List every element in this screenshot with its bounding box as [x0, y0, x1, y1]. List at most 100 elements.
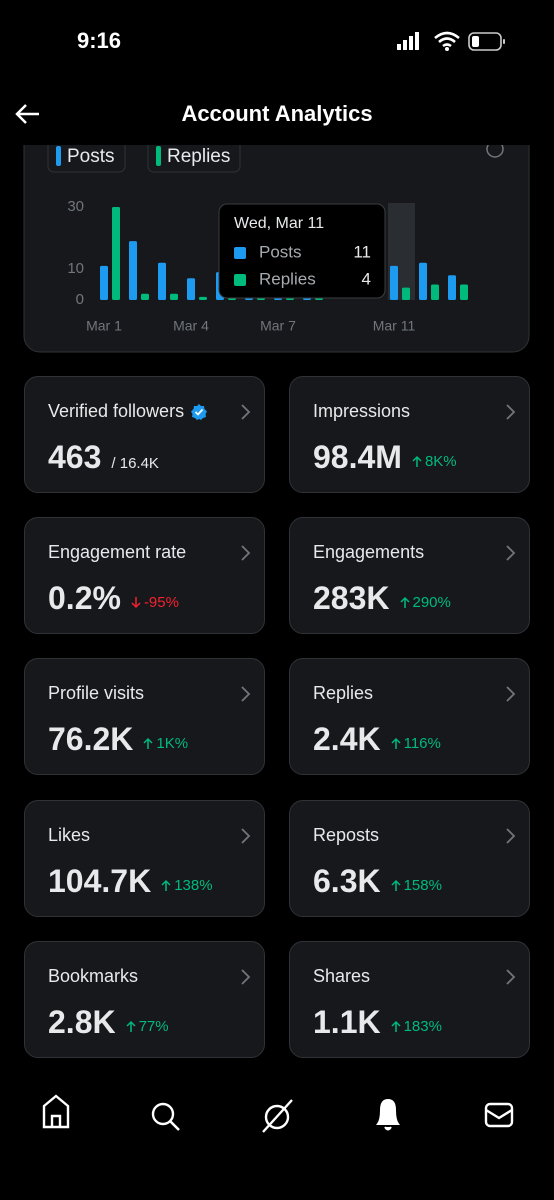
- card-row: 463 / 16.4K: [48, 439, 159, 476]
- messages-icon[interactable]: [484, 1102, 514, 1128]
- chevron: [241, 686, 251, 702]
- change-arrow: [391, 737, 401, 749]
- y-tick-label: 0: [76, 291, 84, 308]
- bar: [390, 265, 398, 300]
- card-label: Verified followers: [48, 401, 208, 422]
- change-arrow: [391, 879, 401, 891]
- metric-card[interactable]: Reposts 6.3K 158%: [289, 800, 530, 917]
- bar: [129, 241, 137, 300]
- bar: [141, 293, 149, 300]
- card-row: 283K 290%: [313, 580, 451, 617]
- card-change: 8K%: [412, 453, 457, 470]
- metric-card[interactable]: Bookmarks 2.8K 77%: [24, 941, 265, 1058]
- change-arrow: [131, 597, 141, 609]
- card-change: 183%: [391, 1018, 442, 1035]
- x-tick-label: Mar 1: [86, 318, 122, 334]
- card-change-text: 158%: [403, 877, 442, 894]
- card-row: 98.4M 8K%: [313, 439, 457, 476]
- card-change-text: -95%: [143, 594, 179, 611]
- chevron: [241, 545, 251, 561]
- card-change: 158%: [391, 877, 442, 894]
- status-icons: [397, 31, 505, 51]
- metric-card[interactable]: Engagement rate 0.2% -95%: [24, 517, 265, 634]
- card-label: Likes: [48, 825, 90, 846]
- card-label: Shares: [313, 966, 370, 987]
- search-icon[interactable]: [151, 1102, 180, 1131]
- card-value: 2.4K: [313, 721, 381, 757]
- bar: [158, 262, 166, 300]
- tooltip-title: Wed, Mar 11: [234, 215, 324, 232]
- card-label-text: Engagement rate: [48, 542, 187, 562]
- tooltip-series: Posts: [259, 242, 302, 261]
- metric-card[interactable]: Verified followers 463 / 16.4K: [24, 376, 265, 493]
- x-tick-label: Mar 11: [373, 318, 416, 334]
- tooltip-box: [218, 203, 386, 299]
- grok-icon[interactable]: [262, 1099, 293, 1133]
- chevron: [241, 404, 251, 420]
- tooltip-swatch: [234, 247, 246, 259]
- card-change: 1K%: [143, 735, 188, 752]
- card-row: 76.2K 1K%: [48, 721, 188, 758]
- card-label-text: Likes: [48, 825, 91, 845]
- card-label-text: Reposts: [313, 825, 380, 845]
- legend-label: Posts: [67, 146, 115, 167]
- card-label: Replies: [313, 683, 373, 704]
- card-label-text: Impressions: [313, 401, 411, 421]
- bar: [187, 278, 195, 300]
- tooltip-swatch: [234, 274, 246, 286]
- tooltip-series: Replies: [259, 269, 316, 288]
- metric-card[interactable]: Engagements 283K 290%: [289, 517, 530, 634]
- metric-card[interactable]: Shares 1.1K 183%: [289, 941, 530, 1058]
- x-tick-label: Mar 7: [260, 318, 296, 334]
- card-change: 290%: [399, 594, 451, 611]
- bar: [100, 265, 108, 300]
- bar: [431, 284, 439, 300]
- legend-label: Replies: [167, 146, 230, 167]
- card-change-text: 290%: [412, 594, 451, 611]
- back-button[interactable]: [14, 102, 42, 126]
- metric-card[interactable]: Impressions 98.4M 8K%: [289, 376, 530, 493]
- chart: Wed, Mar 11 Posts 11 Replies 4 Posts Repl…: [23, 99, 530, 353]
- bar: [199, 296, 207, 300]
- card-label: Engagement rate: [48, 542, 186, 563]
- change-arrow: [412, 455, 422, 467]
- x-tick-label: Mar 4: [173, 318, 209, 334]
- card-change: 77%: [126, 1018, 169, 1035]
- card-row: 2.4K 116%: [313, 721, 441, 758]
- card-row: 104.7K 138%: [48, 863, 213, 900]
- tooltip: Wed, Mar 11 Posts 11 Replies 4: [218, 203, 386, 299]
- card-change-text: 1K%: [156, 735, 189, 752]
- bar: [402, 287, 410, 300]
- change-arrow: [126, 1020, 136, 1032]
- card-value: 0.2%: [48, 580, 121, 616]
- card-change-text: 77%: [138, 1018, 169, 1035]
- metric-card[interactable]: Profile visits 76.2K 1K%: [24, 658, 265, 775]
- card-value: 76.2K: [48, 721, 134, 757]
- card-row: 0.2% -95%: [48, 580, 179, 617]
- change-arrow: [399, 596, 410, 608]
- card-label-text: Verified followers: [48, 401, 185, 421]
- legend-swatch: [156, 146, 161, 166]
- metric-card[interactable]: Likes 104.7K 138%: [24, 800, 265, 917]
- card-value: 283K: [313, 580, 390, 616]
- card-row: 6.3K 158%: [313, 863, 442, 900]
- bar: [112, 207, 120, 300]
- tooltip-value: 11: [353, 242, 371, 261]
- card-label-text: Shares: [313, 966, 371, 986]
- card-row: 1.1K 183%: [313, 1004, 442, 1041]
- card-value: 463: [48, 439, 102, 475]
- home-icon[interactable]: [42, 1094, 70, 1129]
- card-change: -95%: [131, 594, 179, 611]
- metric-card[interactable]: Replies 2.4K 116%: [289, 658, 530, 775]
- chevron: [241, 828, 251, 844]
- card-label: Reposts: [313, 825, 379, 846]
- card-change-text: 138%: [174, 877, 213, 894]
- card-row: 2.8K 77%: [48, 1004, 169, 1041]
- legend-swatch: [56, 146, 61, 166]
- card-total: / 16.4K: [111, 455, 159, 472]
- bar: [460, 284, 468, 300]
- y-tick-label: 30: [67, 198, 84, 215]
- notifications-icon[interactable]: [376, 1098, 400, 1131]
- chevron: [506, 828, 516, 844]
- chevron: [506, 969, 516, 985]
